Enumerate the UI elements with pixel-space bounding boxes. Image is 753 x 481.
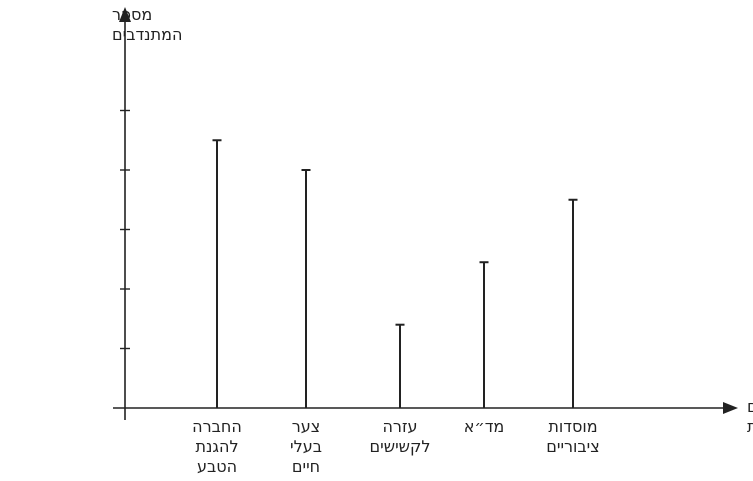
category-label-5: מוסדות ציבוריים <box>546 417 599 456</box>
x-axis-label: מקוםההתנדבות <box>747 397 753 436</box>
category-label-1: החברה להגנת הטבע <box>192 417 242 476</box>
category-label-2: צער בעלי חיים <box>290 417 322 476</box>
bar-5 <box>568 198 578 408</box>
bar-1 <box>212 139 222 408</box>
y-axis-label: מספר המתנדבים <box>112 5 182 44</box>
category-label-4: מד״א <box>464 417 505 436</box>
category-labels: החברה להגנת הטבע צער בעלי חיים עזרה לקשישים מד״א… <box>192 417 600 476</box>
bar-2 <box>301 169 311 408</box>
x-axis-arrow <box>723 402 738 414</box>
axes <box>113 7 738 420</box>
y-axis-arrow <box>119 7 131 22</box>
bar-3 <box>395 323 405 408</box>
bars <box>212 139 578 408</box>
category-label-3: עזרה לקשישים <box>370 417 431 456</box>
bar-4 <box>479 261 489 408</box>
y-ticks <box>120 109 130 350</box>
